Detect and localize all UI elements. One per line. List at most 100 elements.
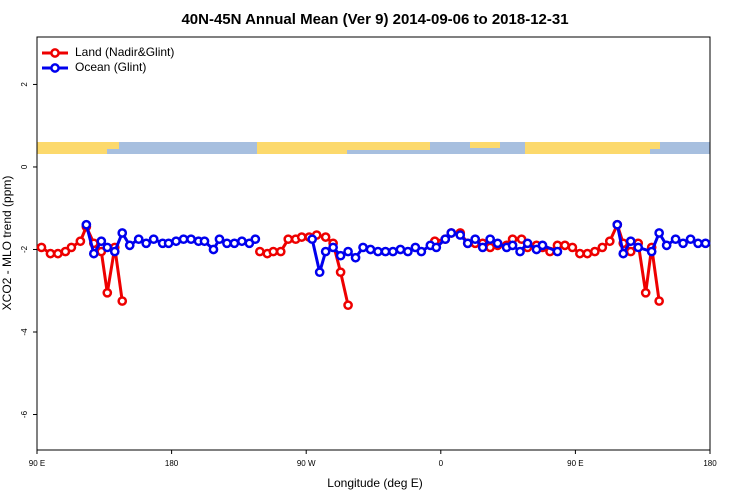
y-tick-label: 0	[20, 164, 29, 169]
x-tick-label: 180	[165, 459, 179, 468]
y-tick-label: -6	[20, 410, 29, 418]
legend-label: Ocean (Glint)	[75, 60, 146, 74]
data-point	[163, 238, 174, 249]
data-point	[661, 240, 672, 251]
data-point	[268, 246, 279, 257]
data-point	[567, 242, 578, 253]
data-point	[440, 234, 451, 245]
data-point	[477, 242, 488, 253]
x-tick-label: 90 E	[567, 459, 583, 468]
data-point	[275, 246, 286, 257]
data-point	[343, 246, 353, 257]
data-point	[133, 234, 144, 245]
data-point	[141, 238, 152, 249]
data-point	[654, 228, 665, 238]
data-point	[117, 296, 128, 306]
data-point	[283, 234, 294, 245]
data-point	[640, 287, 651, 298]
legend-marker	[50, 48, 60, 58]
data-point	[522, 238, 533, 249]
data-point	[604, 236, 615, 247]
data-point	[597, 242, 608, 253]
data-point	[222, 238, 232, 249]
data-point	[307, 234, 318, 245]
data-point	[612, 219, 623, 230]
data-point	[320, 246, 331, 257]
data-point	[388, 246, 398, 257]
legend-marker	[50, 63, 60, 73]
series-line	[40, 220, 661, 306]
y-tick-label: -4	[20, 328, 29, 336]
legend-label: Land (Nadir&Glint)	[75, 45, 174, 59]
data-point	[403, 246, 413, 257]
x-tick-label: 0	[439, 459, 444, 468]
data-point	[373, 246, 383, 257]
x-axis-label: Longitude (deg E)	[327, 476, 422, 490]
data-point	[75, 236, 86, 247]
data-point	[560, 240, 570, 251]
data-point	[395, 244, 406, 255]
data-point	[66, 242, 77, 253]
chart-title: 40N-45N Annual Mean (Ver 9) 2014-09-06 t…	[181, 11, 568, 28]
data-point	[88, 248, 99, 259]
data-point	[208, 244, 219, 255]
data-point	[148, 234, 159, 245]
data-point	[335, 267, 346, 278]
x-tick-label: 90 W	[297, 459, 316, 468]
data-point	[350, 252, 361, 263]
data-point	[670, 234, 681, 245]
data-point	[335, 250, 346, 261]
data-point	[96, 236, 107, 247]
y-axis-label: XCO2 - MLO trend (ppm)	[0, 176, 14, 311]
data-point	[36, 242, 47, 253]
data-point	[515, 246, 525, 257]
data-point	[199, 236, 210, 247]
data-point	[109, 246, 120, 257]
data-point	[102, 242, 113, 253]
data-point	[485, 234, 496, 245]
data-point	[45, 248, 56, 259]
y-tick-label: -2	[20, 245, 29, 253]
data-point	[470, 234, 481, 245]
data-point	[625, 236, 636, 247]
data-point	[320, 232, 331, 242]
data-point	[582, 248, 593, 259]
data-point	[314, 267, 325, 278]
data-point	[693, 238, 703, 249]
data-point	[552, 246, 563, 257]
data-point	[446, 228, 457, 238]
data-point	[507, 240, 518, 251]
data-point	[654, 296, 665, 306]
data-point	[102, 287, 113, 298]
data-point	[537, 240, 548, 251]
data-point	[254, 246, 265, 257]
y-tick-label: 2	[20, 82, 29, 87]
data-point	[431, 242, 442, 253]
data-point	[700, 238, 711, 249]
data-point	[485, 242, 496, 253]
data-point	[53, 248, 63, 259]
legend: Land (Nadir&Glint)Ocean (Glint)	[42, 45, 174, 74]
data-point	[358, 242, 368, 253]
data-point	[380, 246, 391, 257]
data-point	[81, 219, 92, 230]
data-point	[575, 248, 585, 259]
data-point	[117, 228, 128, 238]
data-point	[250, 234, 261, 245]
data-point	[343, 300, 353, 311]
data-point	[178, 234, 189, 245]
data-point	[633, 242, 644, 253]
data-point	[685, 234, 696, 245]
x-tick-label: 90 E	[29, 459, 45, 468]
data-point	[229, 238, 240, 249]
data-point	[678, 238, 688, 249]
data-point	[365, 244, 376, 255]
data-point	[462, 238, 473, 249]
data-point	[646, 246, 657, 257]
data-point	[171, 236, 181, 247]
land-mask-band	[37, 142, 710, 154]
data-point	[186, 234, 196, 245]
data-point	[589, 246, 600, 257]
data-point	[124, 240, 135, 251]
